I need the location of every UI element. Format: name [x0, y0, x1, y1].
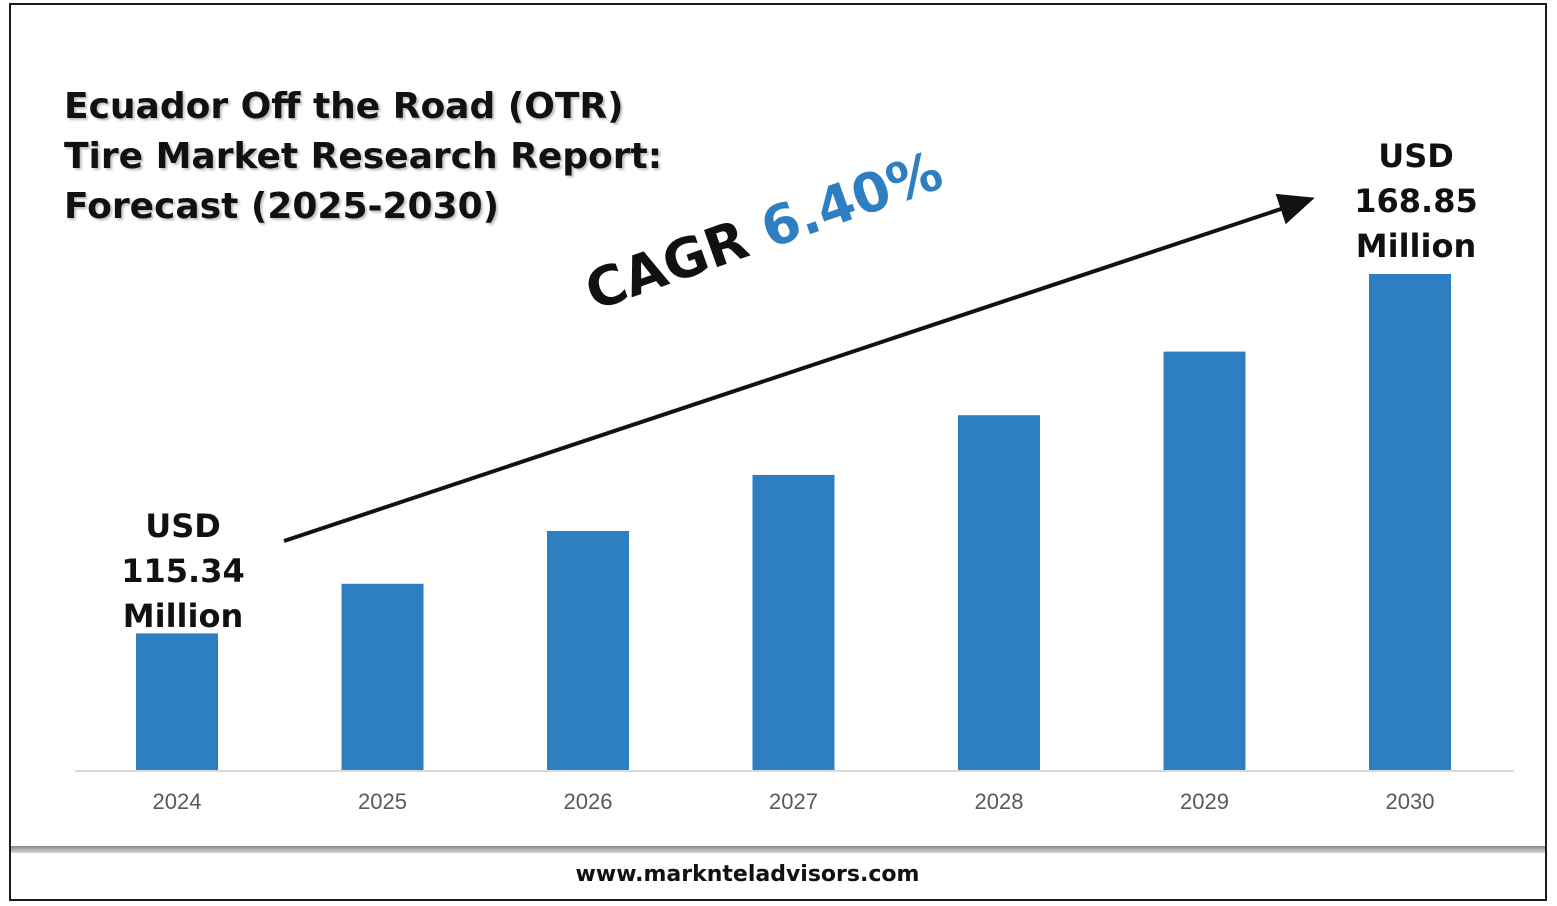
x-tick-labels: 2024 2025 2026 2027 2028 2029 2030 [153, 789, 1435, 814]
data-label-2024-unit: Million [122, 597, 244, 635]
data-label-2030: USD 168.85 Million [1336, 134, 1496, 269]
footer-divider [11, 846, 1545, 853]
bar-2024 [136, 633, 218, 770]
x-tick-label-2026: 2026 [564, 789, 613, 814]
bars-layer [136, 274, 1451, 770]
x-tick-label-2024: 2024 [153, 789, 202, 814]
chart-title-line-3: Forecast (2025-2030) [64, 186, 500, 227]
cagr-trend-arrow [283, 193, 1315, 543]
bar-2030 [1369, 274, 1451, 770]
chart-title-line-2: Tire Market Research Report: [64, 136, 663, 177]
data-label-2024-currency: USD [145, 507, 221, 545]
chart-title: Ecuador Off the Road (OTR) Tire Market R… [64, 82, 662, 232]
bar-2028 [958, 415, 1040, 770]
data-label-2024: USD 115.34 Million [103, 504, 263, 639]
bar-2026 [547, 531, 629, 770]
x-tick-label-2028: 2028 [975, 789, 1024, 814]
data-label-2030-value: 168.85 [1354, 182, 1478, 220]
x-tick-label-2025: 2025 [358, 789, 407, 814]
x-tick-label-2029: 2029 [1180, 789, 1229, 814]
x-tick-label-2027: 2027 [769, 789, 818, 814]
data-label-2024-value: 115.34 [121, 552, 245, 590]
data-label-2030-unit: Million [1355, 227, 1477, 265]
data-label-2030-currency: USD [1378, 137, 1454, 175]
chart-title-line-1: Ecuador Off the Road (OTR) [64, 86, 624, 127]
bar-2029 [1163, 351, 1246, 770]
x-tick-label-2030: 2030 [1386, 789, 1435, 814]
bar-2027 [752, 474, 835, 770]
footer-website-link[interactable]: www.marknteladvisors.com [575, 862, 920, 887]
bar-2025 [341, 583, 424, 770]
